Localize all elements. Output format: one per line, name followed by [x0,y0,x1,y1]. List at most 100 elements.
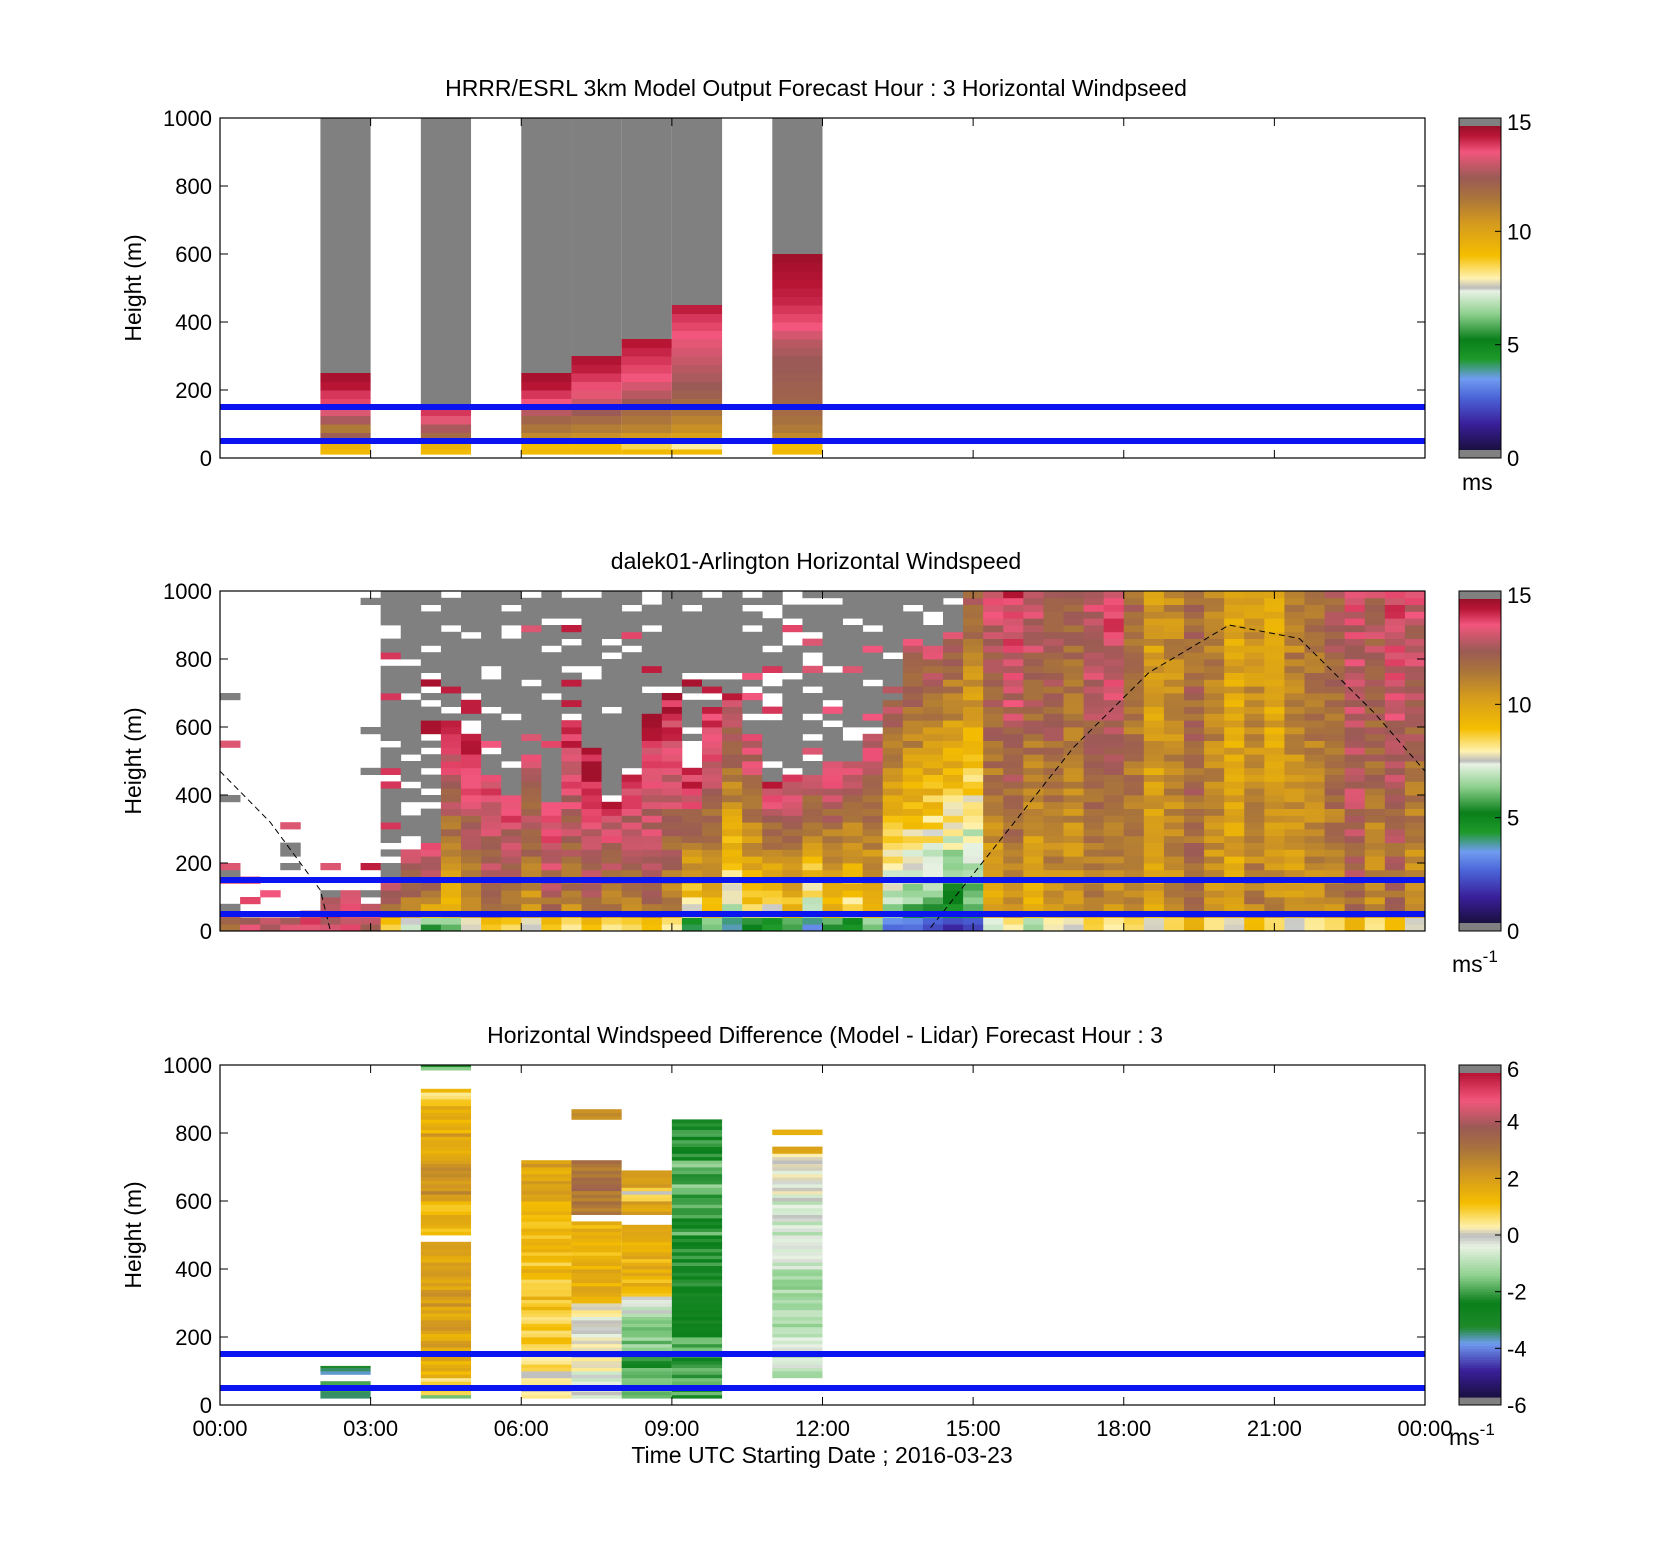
difference-cell [671,1228,723,1232]
lidar-cell [601,808,623,816]
lidar-cell [1264,659,1285,667]
lidar-cell [902,808,924,816]
lidar-cell [1404,740,1426,748]
lidar-cell [1404,727,1426,735]
lidar-cell [521,604,542,612]
lidar-cell [641,659,663,667]
lidar-cell [1184,835,1205,843]
lidar-cell [1404,829,1426,837]
lidar-cell [501,618,522,626]
lidar-cell [862,645,884,653]
lidar-cell [1063,815,1084,823]
lidar-cell [360,903,382,911]
lidar-cell [1324,863,1346,871]
lidar-cell [1404,815,1426,823]
x-tick-label: 03:00 [343,1416,398,1441]
lidar-cell [1043,659,1064,667]
lidar-cell [461,781,482,789]
colorbar-difference-swatch [1459,1251,1501,1255]
lidar-cell [922,638,944,646]
colorbar-difference-swatch [1459,1229,1501,1233]
lidar-cell [1284,767,1305,775]
lidar-cell [963,747,984,755]
lidar-cell [380,781,402,789]
model-speed-cell [772,441,823,450]
lidar-cell [1344,815,1366,823]
lidar-cell [1163,856,1185,864]
lidar-cell [461,869,482,877]
lidar-cell [1184,897,1205,905]
lidar-cell [1284,720,1305,728]
difference-cell [521,1221,572,1226]
lidar-cell [902,754,924,762]
lidar-cell [963,699,984,707]
difference-cell [420,1323,472,1328]
lidar-cell [561,699,582,707]
lidar-cell [1143,727,1165,735]
lidar-cell [581,774,602,782]
difference-cell [521,1296,572,1300]
lidar-cell [1344,686,1366,694]
lidar-cell [943,829,964,837]
lidar-cell [1063,788,1084,796]
difference-cell [621,1275,672,1280]
lidar-cell [1324,686,1346,694]
lidar-cell [922,659,944,667]
colorbar-difference-swatch [1459,1286,1501,1290]
lidar-cell [702,842,723,850]
lidar-cell [661,706,683,714]
lidar-cell [983,842,1004,850]
colorbar-difference-swatch [1459,1156,1501,1160]
lidar-cell [481,604,502,612]
lidar-cell [400,611,422,619]
lidar-cell [1204,672,1225,680]
lidar-cell [541,747,562,755]
difference-cell [772,1255,823,1260]
lidar-cell [621,917,643,925]
lidar-cell [1063,720,1084,728]
lidar-cell [1244,679,1265,687]
lidar-cell [1384,761,1406,769]
lidar-cell [1204,835,1225,843]
lidar-cell [842,591,864,599]
lidar-cell [922,761,944,769]
lidar-cell [742,618,763,626]
lidar-cell [1063,781,1084,789]
lidar-cell [742,611,763,619]
lidar-cell [561,693,582,701]
lidar-cell [601,665,623,673]
difference-cell [420,1357,472,1362]
lidar-cell [902,897,924,905]
lidar-cell [1364,652,1386,660]
lidar-cell [1043,597,1064,605]
difference-cell [521,1279,572,1283]
lidar-cell [742,652,763,660]
lidar-cell [702,835,723,843]
colorbar-difference-swatch [1459,1151,1501,1155]
lidar-cell [822,788,843,796]
lidar-cell [1043,761,1064,769]
lidar-cell [943,897,964,905]
lidar-cell [380,835,402,843]
lidar-cell [641,720,663,728]
lidar-cell [440,863,462,871]
lidar-cell [1103,686,1125,694]
lidar-cell [1043,720,1064,728]
lidar-cell [1244,869,1265,877]
colorbar-difference-swatch [1459,1237,1501,1241]
difference-cell [671,1197,723,1202]
lidar-cell [1284,829,1305,837]
lidar-cell [1083,611,1105,619]
colorbar-difference-swatch [1459,1334,1501,1339]
difference-cell [671,1265,723,1270]
lidar-cell [1163,597,1185,605]
difference-cell [571,1167,622,1171]
difference-cell [671,1367,723,1372]
lidar-cell [681,863,703,871]
lidar-cell [1344,625,1366,633]
lidar-cell [822,829,843,837]
lidar-cell [621,835,643,843]
lidar-cell [661,740,683,748]
difference-cell [571,1238,622,1243]
lidar-cell [842,835,864,843]
